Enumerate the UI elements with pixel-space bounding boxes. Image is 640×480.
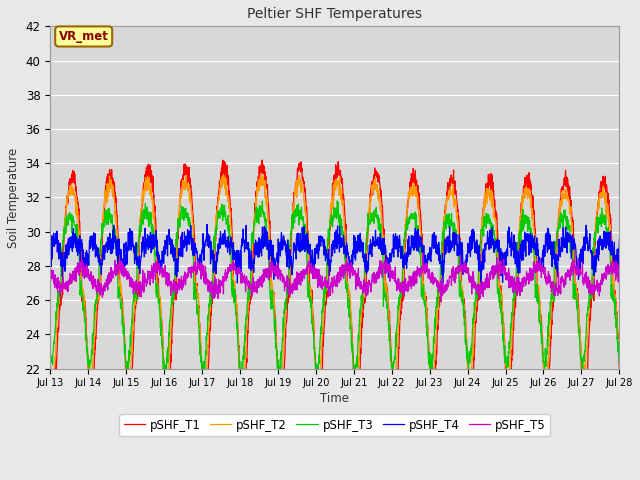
pSHF_T4 [351,257,359,263]
Line: pSHF_T4: pSHF_T4 [50,225,620,283]
pSHF_T2 [46,359,54,364]
pSHF_T5 [351,271,359,277]
pSHF_T3 [501,343,509,348]
pSHF_T3 [364,210,372,216]
pSHF_T4 [205,242,213,248]
pSHF_T3 [582,343,589,348]
pSHF_T1 [364,225,372,230]
Text: VR_met: VR_met [59,30,109,43]
pSHF_T5 [205,284,212,290]
pSHF_T2 [566,211,573,217]
X-axis label: Time: Time [320,393,349,406]
pSHF_T4 [616,237,623,243]
pSHF_T3 [616,360,623,365]
pSHF_T4 [364,263,372,268]
Y-axis label: Soil Temperature: Soil Temperature [7,147,20,248]
pSHF_T5 [582,278,589,284]
pSHF_T3 [205,301,212,307]
pSHF_T1 [352,401,360,407]
pSHF_T5 [566,272,573,277]
pSHF_T1 [616,366,623,372]
pSHF_T1 [46,364,54,370]
pSHF_T2 [616,351,623,357]
pSHF_T1 [566,183,573,189]
pSHF_T4 [439,280,447,286]
pSHF_T2 [352,387,360,393]
pSHF_T4 [46,255,54,261]
pSHF_T2 [364,212,372,218]
pSHF_T1 [277,418,285,424]
Line: pSHF_T5: pSHF_T5 [50,253,620,302]
pSHF_T5 [46,273,54,278]
Line: pSHF_T3: pSHF_T3 [50,201,620,378]
pSHF_T3 [275,375,283,381]
pSHF_T1 [205,355,212,360]
Legend: pSHF_T1, pSHF_T2, pSHF_T3, pSHF_T4, pSHF_T5: pSHF_T1, pSHF_T2, pSHF_T3, pSHF_T4, pSHF… [119,414,550,436]
pSHF_T2 [582,370,589,376]
pSHF_T3 [333,198,341,204]
Line: pSHF_T1: pSHF_T1 [50,160,620,421]
pSHF_T4 [204,222,211,228]
pSHF_T5 [616,280,623,286]
pSHF_T5 [501,270,509,276]
pSHF_T2 [205,322,212,328]
pSHF_T3 [46,351,54,357]
Line: pSHF_T2: pSHF_T2 [50,174,620,398]
pSHF_T2 [314,396,322,401]
pSHF_T2 [257,171,265,177]
pSHF_T1 [259,157,266,163]
pSHF_T5 [437,299,445,305]
pSHF_T4 [566,233,573,239]
pSHF_T5 [419,250,426,256]
pSHF_T4 [501,259,509,265]
pSHF_T2 [501,352,509,358]
pSHF_T1 [582,400,589,406]
pSHF_T5 [364,292,371,298]
pSHF_T1 [501,347,509,352]
pSHF_T4 [582,241,589,247]
pSHF_T3 [566,227,573,232]
Title: Peltier SHF Temperatures: Peltier SHF Temperatures [247,7,422,21]
pSHF_T3 [352,362,360,368]
